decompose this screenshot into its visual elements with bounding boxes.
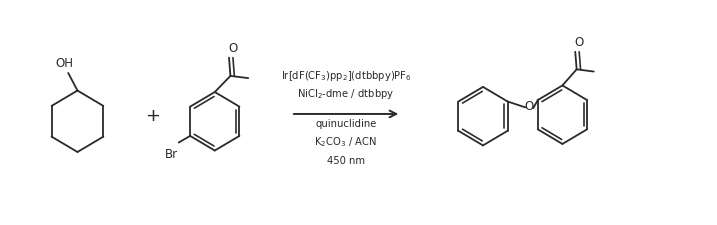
Text: Br: Br [165, 148, 179, 161]
Text: O: O [574, 36, 584, 49]
Text: O: O [228, 42, 237, 55]
Text: OH: OH [56, 57, 74, 70]
Text: 450 nm: 450 nm [327, 156, 365, 166]
Text: quinuclidine: quinuclidine [315, 119, 376, 129]
Text: Ir[dF(CF$_3$)pp$_2$](dtbbpy)PF$_6$: Ir[dF(CF$_3$)pp$_2$](dtbbpy)PF$_6$ [280, 69, 412, 83]
Text: K$_2$CO$_3$ / ACN: K$_2$CO$_3$ / ACN [315, 136, 378, 149]
Text: O: O [524, 100, 533, 113]
Text: NiCl$_2$-dme / dtbbpy: NiCl$_2$-dme / dtbbpy [298, 87, 395, 101]
Text: +: + [145, 107, 160, 125]
